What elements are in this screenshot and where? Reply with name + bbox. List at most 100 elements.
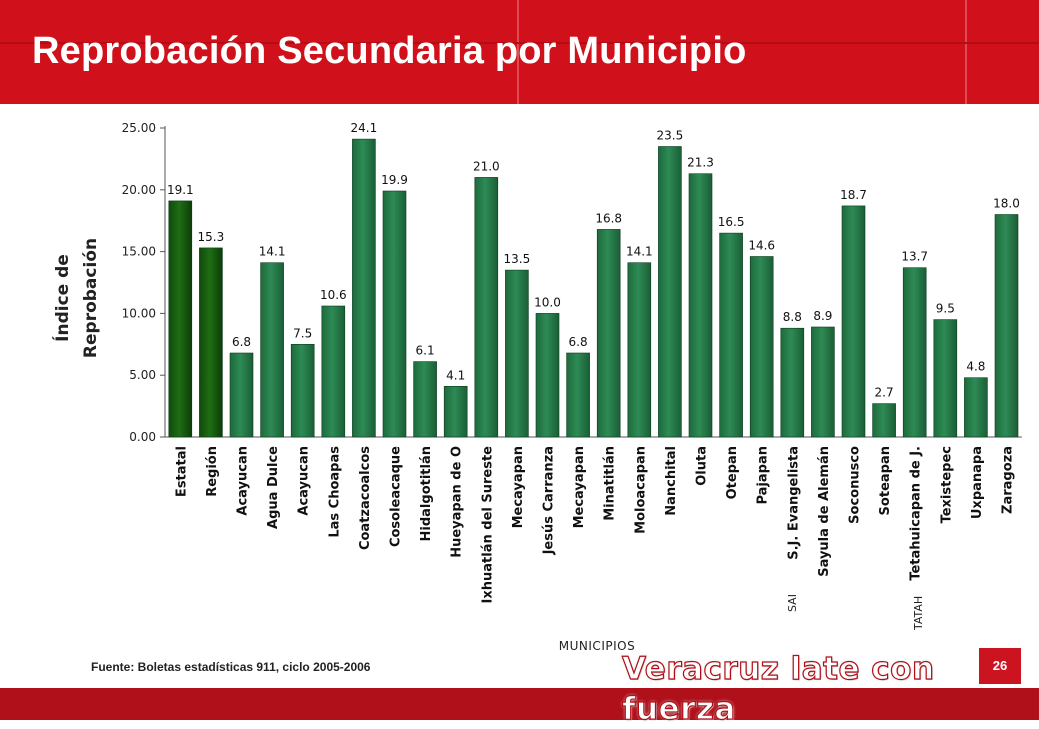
bar xyxy=(321,305,346,438)
x-tick-label: Soteapan xyxy=(878,446,893,515)
x-tick-label: Soconusco xyxy=(848,446,863,524)
bar-value-label: 19.9 xyxy=(381,173,408,187)
x-tick-label: Otepan xyxy=(725,446,740,499)
bar-chart: 0.00 5.00 10.00 15.00 20.00 25.00 19.1 Estatal 1… xyxy=(51,121,1022,653)
bar xyxy=(535,313,560,438)
bar-value-label: 7.5 xyxy=(293,326,312,340)
header-band: Reprobación Secundaria por Municipio xyxy=(0,0,1039,104)
bar-value-label: 23.5 xyxy=(657,129,684,143)
x-tick-label: Uxpanapa xyxy=(970,446,985,519)
bar-value-label: 10.0 xyxy=(534,295,561,309)
bar-value-label: 19.1 xyxy=(167,183,194,197)
x-tick-label: Zaragoza xyxy=(1001,446,1016,514)
stray-label: SAI xyxy=(786,594,799,612)
y-axis-title: Índice de xyxy=(51,254,73,342)
x-tick-label: Acayucan xyxy=(297,446,312,516)
bar-value-label: 14.1 xyxy=(626,245,653,259)
bar xyxy=(199,247,223,438)
bar-value-label: 9.5 xyxy=(936,302,955,316)
y-tick-label: 15.00 xyxy=(122,245,156,259)
x-tick-label: Pajapan xyxy=(756,446,771,505)
bar-value-label: 13.7 xyxy=(901,250,928,264)
x-tick-label: Región xyxy=(205,446,220,497)
bar-value-label: 15.3 xyxy=(198,230,225,244)
bar-value-label: 16.5 xyxy=(718,215,745,229)
x-tick-label: Mecayapan xyxy=(511,446,526,528)
page-number: 26 xyxy=(979,648,1021,684)
x-tick-label: Nanchital xyxy=(664,446,679,516)
bar-value-label: 6.8 xyxy=(232,335,251,349)
x-tick-label: Texistepec xyxy=(939,446,954,523)
x-tick-label: Sayula de Alemán xyxy=(817,446,832,577)
bar xyxy=(994,214,1019,438)
slogan-logo: Veracruz late con fuerza xyxy=(621,650,935,727)
bar-value-label: 6.1 xyxy=(416,344,435,358)
x-tick-label: Hidalgotitlán xyxy=(419,446,434,541)
bar xyxy=(290,343,315,438)
bar xyxy=(596,229,621,438)
x-tick-label: Cosoleacaque xyxy=(389,446,404,547)
bar xyxy=(352,138,376,438)
bar xyxy=(505,269,529,438)
bar xyxy=(964,377,988,438)
bar-value-label: 4.8 xyxy=(966,360,985,374)
x-tick-label: Minatitlán xyxy=(603,446,618,521)
y-tick-label: 25.00 xyxy=(122,121,156,135)
x-tick-label: Coatzacoalcos xyxy=(358,446,373,550)
bar xyxy=(719,232,743,438)
x-tick-label: Oluta xyxy=(695,446,710,486)
bar xyxy=(811,326,835,438)
y-tick-label: 20.00 xyxy=(122,183,156,197)
bar-value-label: 21.0 xyxy=(473,159,500,173)
bar xyxy=(780,327,805,438)
bar xyxy=(872,403,896,438)
x-tick-label: S.J. Evangelista xyxy=(786,446,801,560)
bar-value-label: 6.8 xyxy=(569,335,588,349)
bar xyxy=(749,256,774,438)
x-tick-label: Acayucan xyxy=(236,446,251,516)
bar xyxy=(841,205,866,438)
bar-value-label: 16.8 xyxy=(595,211,622,225)
bar xyxy=(566,352,590,438)
bar-value-label: 14.1 xyxy=(259,245,286,259)
y-tick-label: 0.00 xyxy=(129,430,156,444)
bar xyxy=(260,262,284,438)
y-tick-label: 10.00 xyxy=(122,306,156,320)
footer-bar xyxy=(0,688,1039,720)
bar-value-label: 21.3 xyxy=(687,156,714,170)
x-tick-label: Estatal xyxy=(174,446,189,497)
bar xyxy=(474,177,499,438)
header-divider-vertical xyxy=(517,0,519,104)
bar-value-label: 13.5 xyxy=(504,252,531,266)
bar-value-label: 24.1 xyxy=(351,121,378,135)
x-tick-label: Jesús Carranza xyxy=(542,446,557,555)
bar-value-label: 18.7 xyxy=(840,188,867,202)
header-divider-horizontal xyxy=(0,42,1039,44)
bar-value-label: 14.6 xyxy=(748,239,775,253)
bar xyxy=(382,190,407,438)
bar xyxy=(443,385,468,438)
bar xyxy=(933,319,958,438)
bar xyxy=(229,352,254,438)
bar-value-label: 18.0 xyxy=(993,197,1020,211)
bar-value-label: 10.6 xyxy=(320,288,347,302)
x-axis-title: MUNICIPIOS xyxy=(559,639,635,653)
bar xyxy=(627,262,652,438)
bar xyxy=(658,146,682,438)
source-note: Fuente: Boletas estadísticas 911, ciclo … xyxy=(91,660,371,674)
y-axis-title: Reprobación xyxy=(81,238,101,358)
bar xyxy=(413,361,437,438)
x-tick-label: Moloacapan xyxy=(633,446,648,534)
bar xyxy=(688,173,713,438)
header-divider-vertical xyxy=(965,0,967,104)
page-title: Reprobación Secundaria por Municipio xyxy=(32,30,747,72)
bar xyxy=(902,267,927,438)
bar-value-label: 4.1 xyxy=(446,368,465,382)
x-tick-label: Tetahuicapan de J. xyxy=(909,446,924,581)
x-tick-label: Hueyapan de O xyxy=(450,446,465,558)
y-tick-label: 5.00 xyxy=(129,368,156,382)
x-tick-label: Mecayapan xyxy=(572,446,587,528)
x-tick-label: Agua Dulce xyxy=(266,446,281,529)
bar xyxy=(168,200,193,438)
bar-value-label: 8.9 xyxy=(813,309,832,323)
